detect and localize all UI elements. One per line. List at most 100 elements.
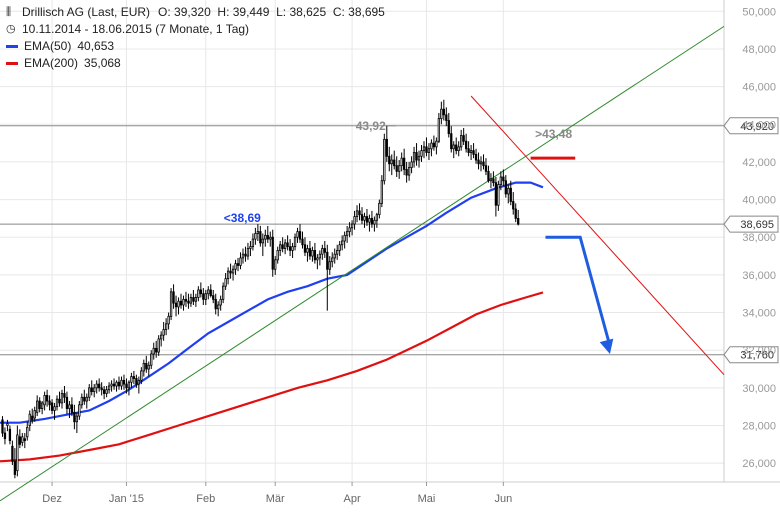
legend-ema50-row: EMA(50) 40,653 bbox=[6, 38, 385, 55]
candle-body bbox=[107, 385, 111, 391]
candlestick-icon: ⫼ bbox=[6, 6, 12, 18]
candle-body bbox=[236, 263, 240, 266]
candle-body bbox=[93, 387, 96, 393]
candle-body bbox=[90, 387, 93, 393]
candle-body bbox=[217, 304, 220, 310]
forecast-arrow-head bbox=[599, 338, 614, 354]
candle-body bbox=[234, 263, 237, 270]
candle-body bbox=[63, 393, 66, 398]
candle-body bbox=[499, 176, 502, 185]
price-level-box bbox=[723, 215, 779, 233]
candle-body bbox=[417, 155, 421, 161]
candle-body bbox=[383, 138, 386, 182]
candle-body bbox=[244, 253, 247, 257]
candle-body bbox=[122, 379, 126, 385]
y-tick-label: 26,000 bbox=[742, 458, 776, 470]
candle-body bbox=[8, 428, 12, 441]
candle-body bbox=[445, 114, 448, 121]
candle-body bbox=[477, 159, 480, 165]
candle-body bbox=[117, 381, 121, 387]
candle-body bbox=[269, 236, 272, 240]
candle-body bbox=[219, 298, 222, 306]
candle-body bbox=[484, 165, 488, 172]
x-tick-label: Mai bbox=[418, 493, 436, 505]
candle-body bbox=[60, 393, 64, 404]
candle-body bbox=[338, 244, 341, 251]
y-axis: 26,000 28,000 30,000 32,000 34,000 36,000 38,0… bbox=[742, 6, 776, 470]
candle-body bbox=[479, 161, 483, 165]
price-level-box bbox=[723, 346, 779, 364]
trend-lines bbox=[0, 25, 725, 502]
candle-body bbox=[202, 293, 205, 300]
x-axis: Dez Jan '15 Feb Mär Apr Mai Jun bbox=[42, 482, 512, 505]
candle-body bbox=[393, 159, 396, 167]
candle-body bbox=[407, 167, 411, 176]
legend-ema200-row: EMA(200) 35,068 bbox=[6, 55, 385, 72]
ema50-swatch bbox=[6, 45, 18, 48]
candle-body bbox=[75, 415, 79, 423]
candle-body bbox=[385, 138, 388, 157]
candle-body bbox=[256, 231, 260, 234]
candle-body bbox=[167, 315, 170, 325]
price-level-label: 38,695 bbox=[740, 219, 774, 231]
candle-body bbox=[140, 370, 143, 381]
candle-body bbox=[497, 184, 500, 206]
clock-icon: ◷ bbox=[6, 23, 16, 35]
x-tick-label: Dez bbox=[42, 493, 62, 505]
candle-body bbox=[98, 383, 101, 389]
x-tick-label: Mär bbox=[266, 493, 285, 505]
candle-body bbox=[48, 400, 51, 406]
candle-body bbox=[241, 253, 245, 259]
ema200-series bbox=[0, 291, 544, 463]
candle-body bbox=[41, 402, 44, 409]
candle-body bbox=[95, 383, 98, 389]
forecast-arrow-line bbox=[545, 235, 612, 347]
candle-body bbox=[26, 426, 29, 438]
y-tick-label: 42,000 bbox=[742, 157, 776, 169]
candle-body bbox=[360, 214, 364, 221]
candle-body bbox=[457, 146, 460, 152]
candle-body bbox=[494, 182, 498, 206]
candle-body bbox=[286, 242, 289, 248]
candle-body bbox=[437, 118, 441, 142]
candle-body bbox=[345, 231, 349, 236]
y-tick-label: 36,000 bbox=[742, 270, 776, 282]
candle-body bbox=[264, 234, 267, 240]
ema50-line bbox=[0, 181, 544, 424]
y-tick-label: 40,000 bbox=[742, 195, 776, 207]
legend-title: Drillisch AG (Last, EUR) bbox=[22, 5, 151, 19]
candle-body bbox=[164, 323, 168, 330]
candle-body bbox=[333, 253, 336, 259]
legend-ema50-label: EMA(50) bbox=[24, 39, 72, 53]
candle-body bbox=[194, 297, 198, 302]
chart-legend: ⫼ Drillisch AG (Last, EUR) O: 39,320 H: … bbox=[6, 4, 385, 72]
candle-body bbox=[492, 178, 495, 184]
annotations: 43,92 <38,69 >43,48 bbox=[224, 119, 573, 225]
horizontal-levels: 43,920 38,695 31,760 bbox=[0, 117, 779, 364]
annotation-label: <38,69 bbox=[224, 211, 261, 225]
candle-body bbox=[283, 242, 287, 249]
candle-body bbox=[125, 383, 128, 389]
downtrend-line bbox=[470, 95, 725, 376]
candle-body bbox=[184, 298, 188, 302]
candle-body bbox=[455, 144, 458, 152]
ema200-line bbox=[0, 291, 544, 463]
candle-body bbox=[313, 250, 317, 261]
candle-body bbox=[120, 379, 123, 387]
candle-body bbox=[145, 362, 148, 370]
y-tick-label: 44,000 bbox=[742, 119, 776, 131]
candle-body bbox=[209, 289, 212, 297]
candle-body bbox=[53, 406, 56, 411]
candle-body bbox=[239, 257, 242, 266]
y-tick-label: 50,000 bbox=[742, 6, 776, 18]
candle-body bbox=[288, 246, 292, 251]
candle-body bbox=[130, 376, 133, 383]
candle-body bbox=[420, 150, 423, 157]
candle-body bbox=[16, 434, 19, 472]
candle-body bbox=[291, 246, 294, 251]
candle-body bbox=[318, 253, 321, 259]
candle-body bbox=[422, 146, 426, 152]
candle-body bbox=[336, 250, 339, 255]
candle-body bbox=[507, 187, 510, 195]
candle-body bbox=[464, 140, 468, 150]
